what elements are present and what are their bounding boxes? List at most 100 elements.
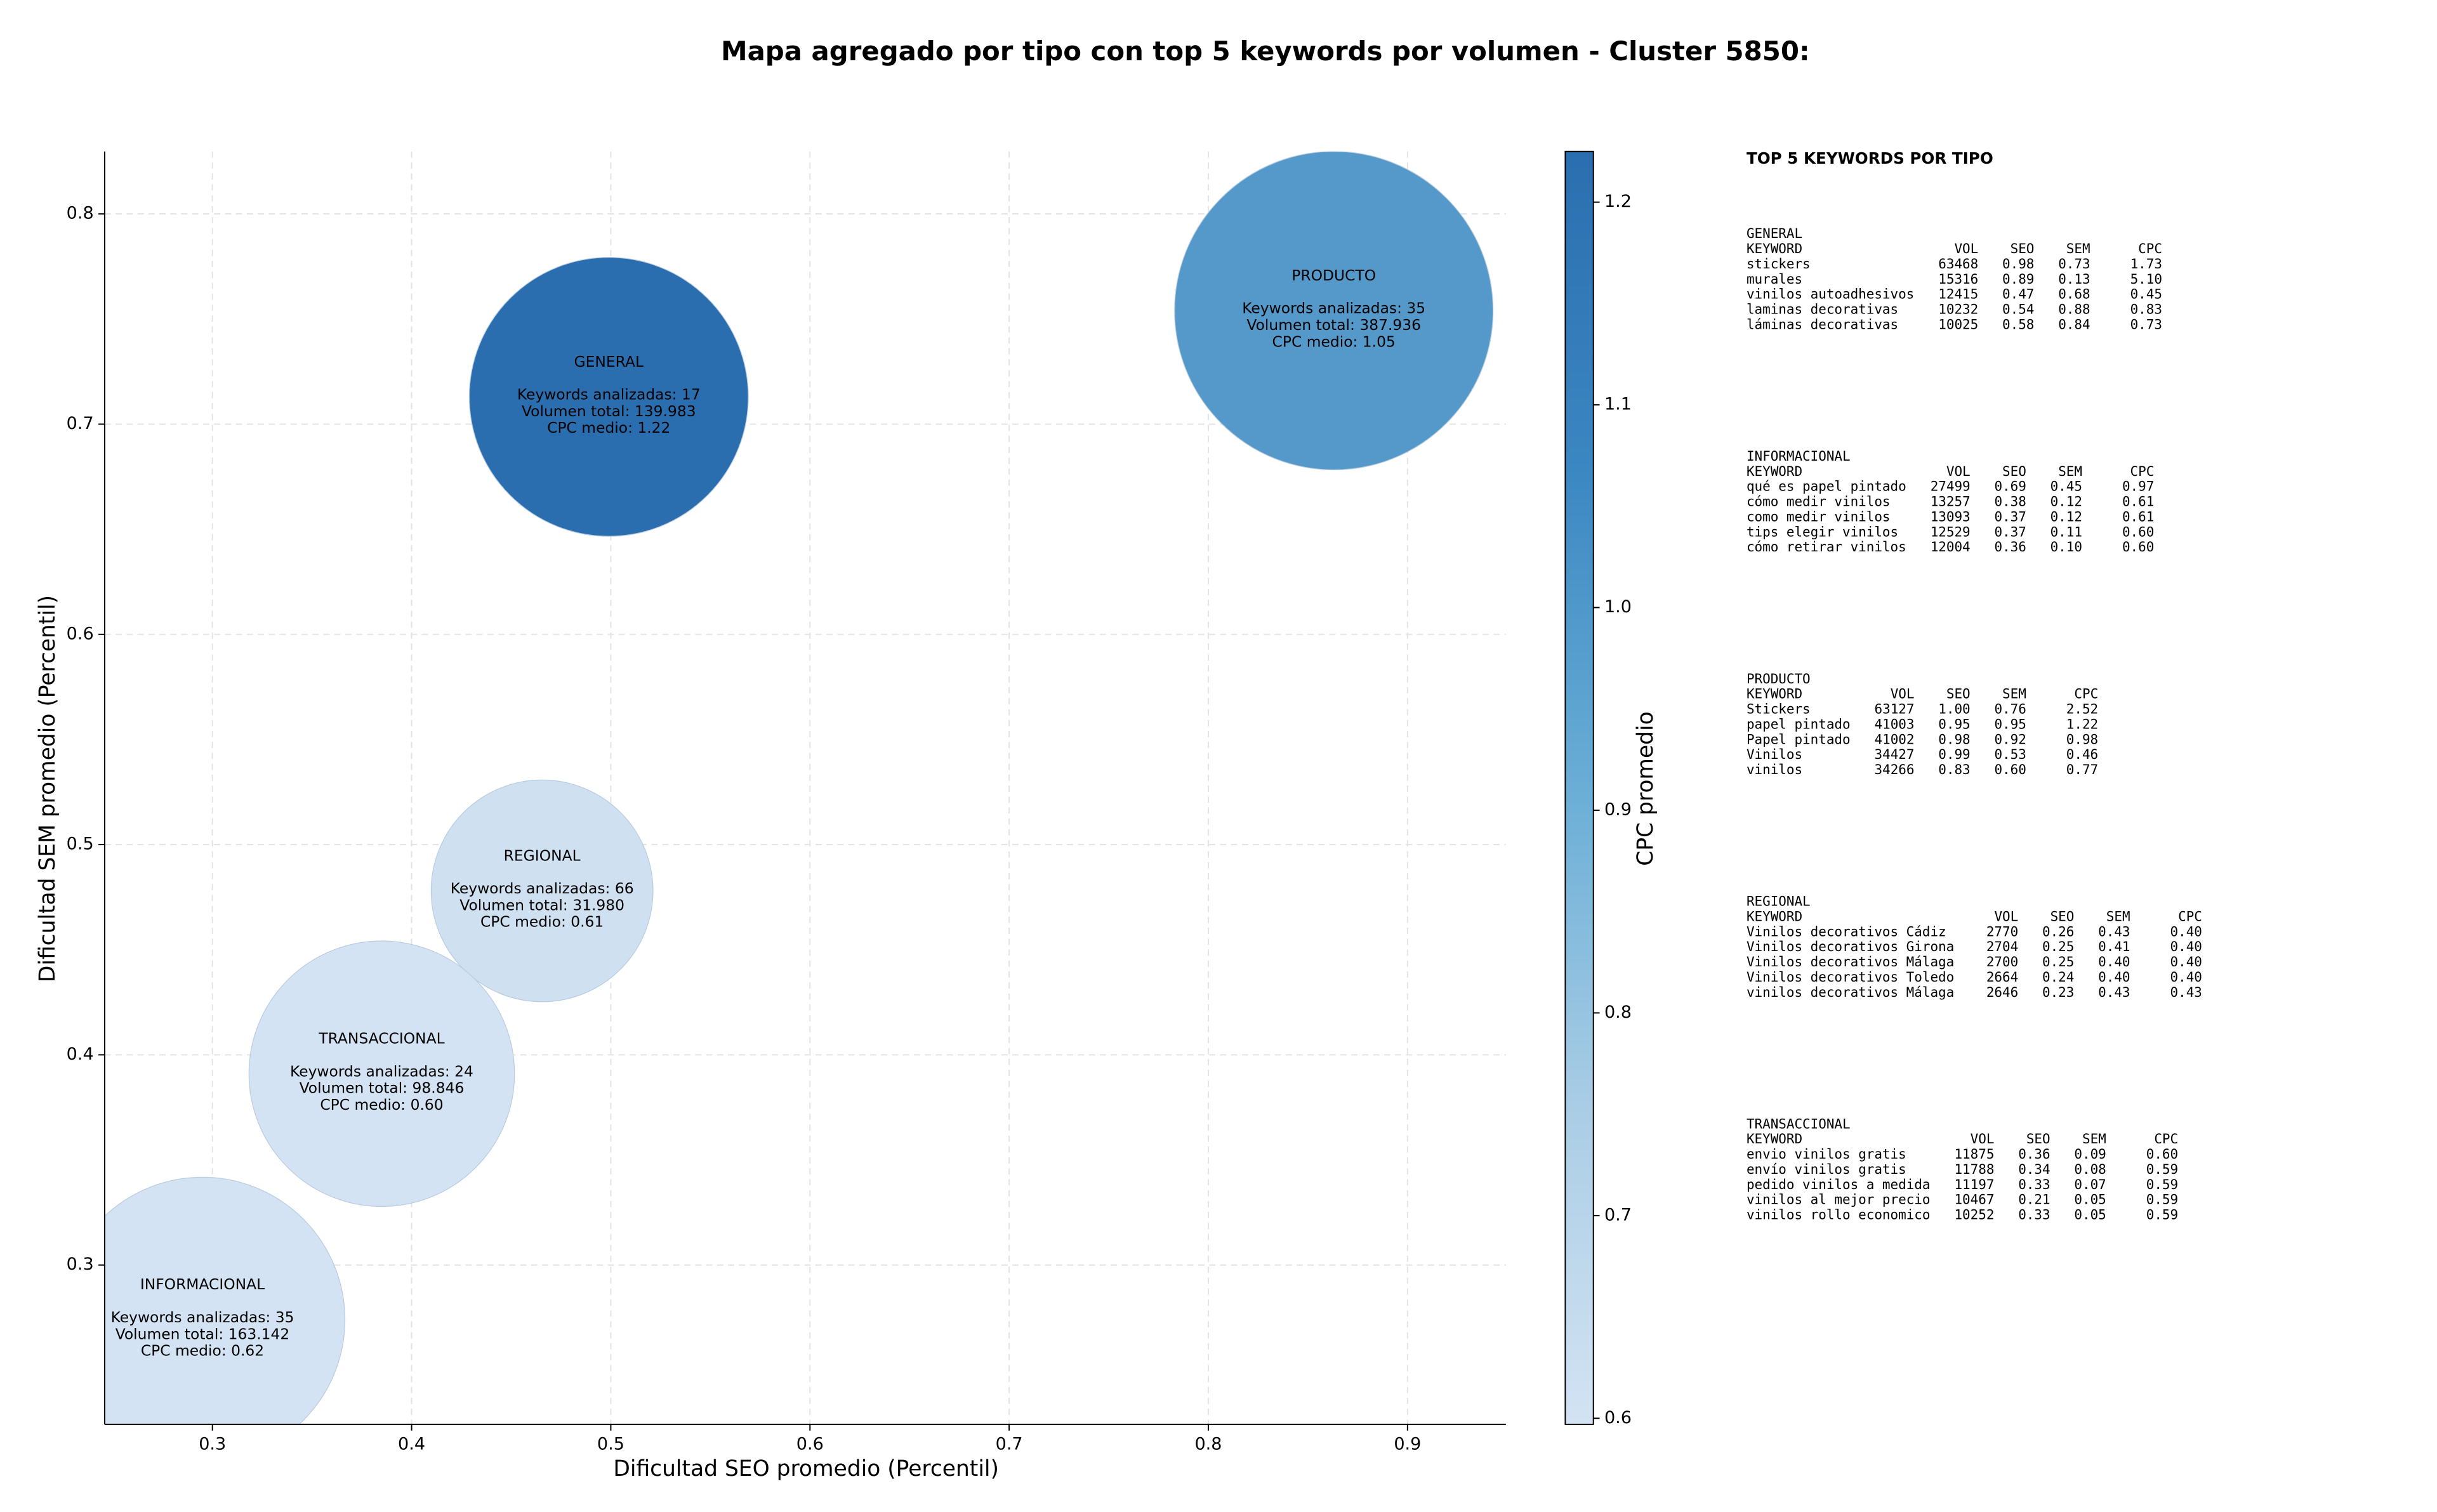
bubble-annotation: Keywords analizadas: 35 — [1242, 299, 1425, 317]
bubble — [104, 1176, 346, 1424]
table-cell: 0.40 — [2098, 970, 2130, 985]
table-cell: 0.33 — [2018, 1207, 2050, 1223]
bubble-label: GENERAL — [574, 353, 644, 371]
table-cell: 0.21 — [2018, 1192, 2050, 1207]
table-cell: vinilos al mejor precio — [1747, 1192, 1930, 1207]
table-header: VOL — [1994, 909, 2018, 924]
x-tick-label: 0.7 — [996, 1434, 1023, 1454]
table-cell: láminas decorativas — [1747, 317, 1898, 332]
table-cell: tips elegir vinilos — [1747, 524, 1898, 539]
section-title: INFORMACIONAL — [1747, 449, 1851, 464]
bubble-annotation: Volumen total: 31.980 — [459, 896, 624, 914]
bubble — [1174, 151, 1494, 471]
table-cell: 11788 — [1954, 1162, 1994, 1177]
table-cell: Vinilos decorativos Toledo — [1747, 970, 1954, 985]
table-cell: 0.05 — [2074, 1207, 2106, 1223]
table-header: KEYWORD — [1747, 464, 1802, 479]
bubble-annotation: Keywords analizadas: 66 — [451, 879, 634, 897]
table-cell: 10025 — [1938, 317, 1978, 332]
table-header: SEM — [2082, 1131, 2106, 1147]
table-cell: 11197 — [1954, 1177, 1994, 1192]
table-cell: 0.47 — [2002, 287, 2034, 302]
table-cell: vinilos — [1747, 762, 1802, 777]
x-tick-label: 0.6 — [796, 1434, 824, 1454]
table-cell: 13093 — [1931, 509, 1971, 524]
bubble-annotation: CPC medio: 0.62 — [141, 1342, 264, 1360]
table-cell: laminas decorativas — [1747, 302, 1898, 317]
table-cell: como medir vinilos — [1747, 509, 1891, 524]
table-cell: 10467 — [1954, 1192, 1994, 1207]
table-cell: 2.52 — [2066, 702, 2098, 717]
table-cell: 0.12 — [2051, 494, 2082, 509]
table-cell: 0.73 — [2130, 317, 2162, 332]
table-cell: 0.95 — [1938, 716, 1970, 732]
table-cell: 0.37 — [1994, 509, 2026, 524]
table-header: SEO — [1946, 687, 1971, 702]
table-header: SEM — [2106, 909, 2130, 924]
colorbar-label: CPC promedio — [1633, 711, 1658, 865]
bubble-annotation: CPC medio: 0.61 — [480, 913, 604, 931]
bubble-annotation: Volumen total: 139.983 — [522, 402, 696, 420]
x-tick-label: 0.9 — [1394, 1434, 1421, 1454]
table-header: CPC — [2178, 909, 2202, 924]
bubble-annotation: CPC medio: 1.05 — [1272, 332, 1396, 350]
table-cell: 0.25 — [2042, 954, 2074, 970]
colorbar — [1564, 150, 1594, 1425]
table-cell: 12004 — [1931, 539, 1971, 555]
table-cell: 41002 — [1875, 732, 1915, 747]
table-cell: 0.76 — [1994, 702, 2026, 717]
table-cell: 0.98 — [2066, 732, 2098, 747]
table-cell: 0.13 — [2058, 272, 2090, 287]
table-header: CPC — [2130, 464, 2155, 479]
table-cell: 5.10 — [2130, 272, 2162, 287]
bubble-label: REGIONAL — [504, 846, 581, 864]
colorbar-tick-label: 0.6 — [1604, 1408, 1632, 1428]
y-axis-label: Dificultad SEM promedio (Percentil) — [35, 595, 60, 982]
table-cell: 63468 — [1938, 256, 1978, 272]
panel-title: TOP 5 KEYWORDS POR TIPO — [1747, 149, 1993, 168]
bubble-annotation: Keywords analizadas: 35 — [111, 1308, 294, 1326]
table-cell: vinilos decorativos Málaga — [1747, 985, 1954, 1000]
table-cell: 0.68 — [2058, 287, 2090, 302]
table-cell: 0.99 — [1938, 747, 1970, 762]
table-cell: 41003 — [1875, 716, 1915, 732]
table-cell: 0.61 — [2122, 494, 2154, 509]
colorbar-tick-label: 1.2 — [1604, 192, 1632, 211]
table-cell: 1.00 — [1938, 702, 1970, 717]
bubble-label: INFORMACIONAL — [140, 1275, 265, 1293]
table-cell: vinilos rollo economico — [1747, 1207, 1930, 1223]
table-cell: 0.34 — [2018, 1162, 2050, 1177]
table-cell: 0.10 — [2051, 539, 2082, 555]
table-header: CPC — [2074, 687, 2098, 702]
table-cell: 0.54 — [2002, 302, 2034, 317]
table-cell: 0.83 — [2130, 302, 2162, 317]
table-cell: 0.11 — [2051, 524, 2082, 539]
x-tick-label: 0.4 — [398, 1434, 425, 1454]
section-title: REGIONAL — [1747, 894, 1811, 909]
table-cell: 0.40 — [2170, 970, 2202, 985]
table-cell: 0.97 — [2122, 479, 2154, 494]
table-cell: 0.59 — [2146, 1177, 2178, 1192]
table-cell: 11875 — [1954, 1147, 1994, 1162]
table-cell: 2664 — [1986, 970, 2018, 985]
table-header: SEM — [2002, 687, 2026, 702]
bubble — [430, 779, 654, 1003]
section-title: GENERAL — [1747, 226, 1802, 241]
colorbar-tick-label: 0.9 — [1604, 799, 1632, 819]
table-cell: 27499 — [1931, 479, 1971, 494]
table-cell: 0.43 — [2170, 985, 2202, 1000]
table-cell: 0.84 — [2058, 317, 2090, 332]
table-cell: 10252 — [1954, 1207, 1994, 1223]
table-cell: 0.24 — [2042, 970, 2074, 985]
x-tick-label: 0.3 — [199, 1434, 226, 1454]
table-cell: 0.05 — [2074, 1192, 2106, 1207]
table-cell: pedido vinilos a medida — [1747, 1177, 1930, 1192]
table-cell: 0.36 — [1994, 539, 2026, 555]
table-cell: 0.88 — [2058, 302, 2090, 317]
table-cell: stickers — [1747, 256, 1811, 272]
colorbar-tick-label: 1.1 — [1604, 395, 1632, 414]
table-cell: Vinilos decorativos Málaga — [1747, 954, 1954, 970]
table-cell: 0.92 — [1994, 732, 2026, 747]
table-cell: 2770 — [1986, 924, 2018, 939]
